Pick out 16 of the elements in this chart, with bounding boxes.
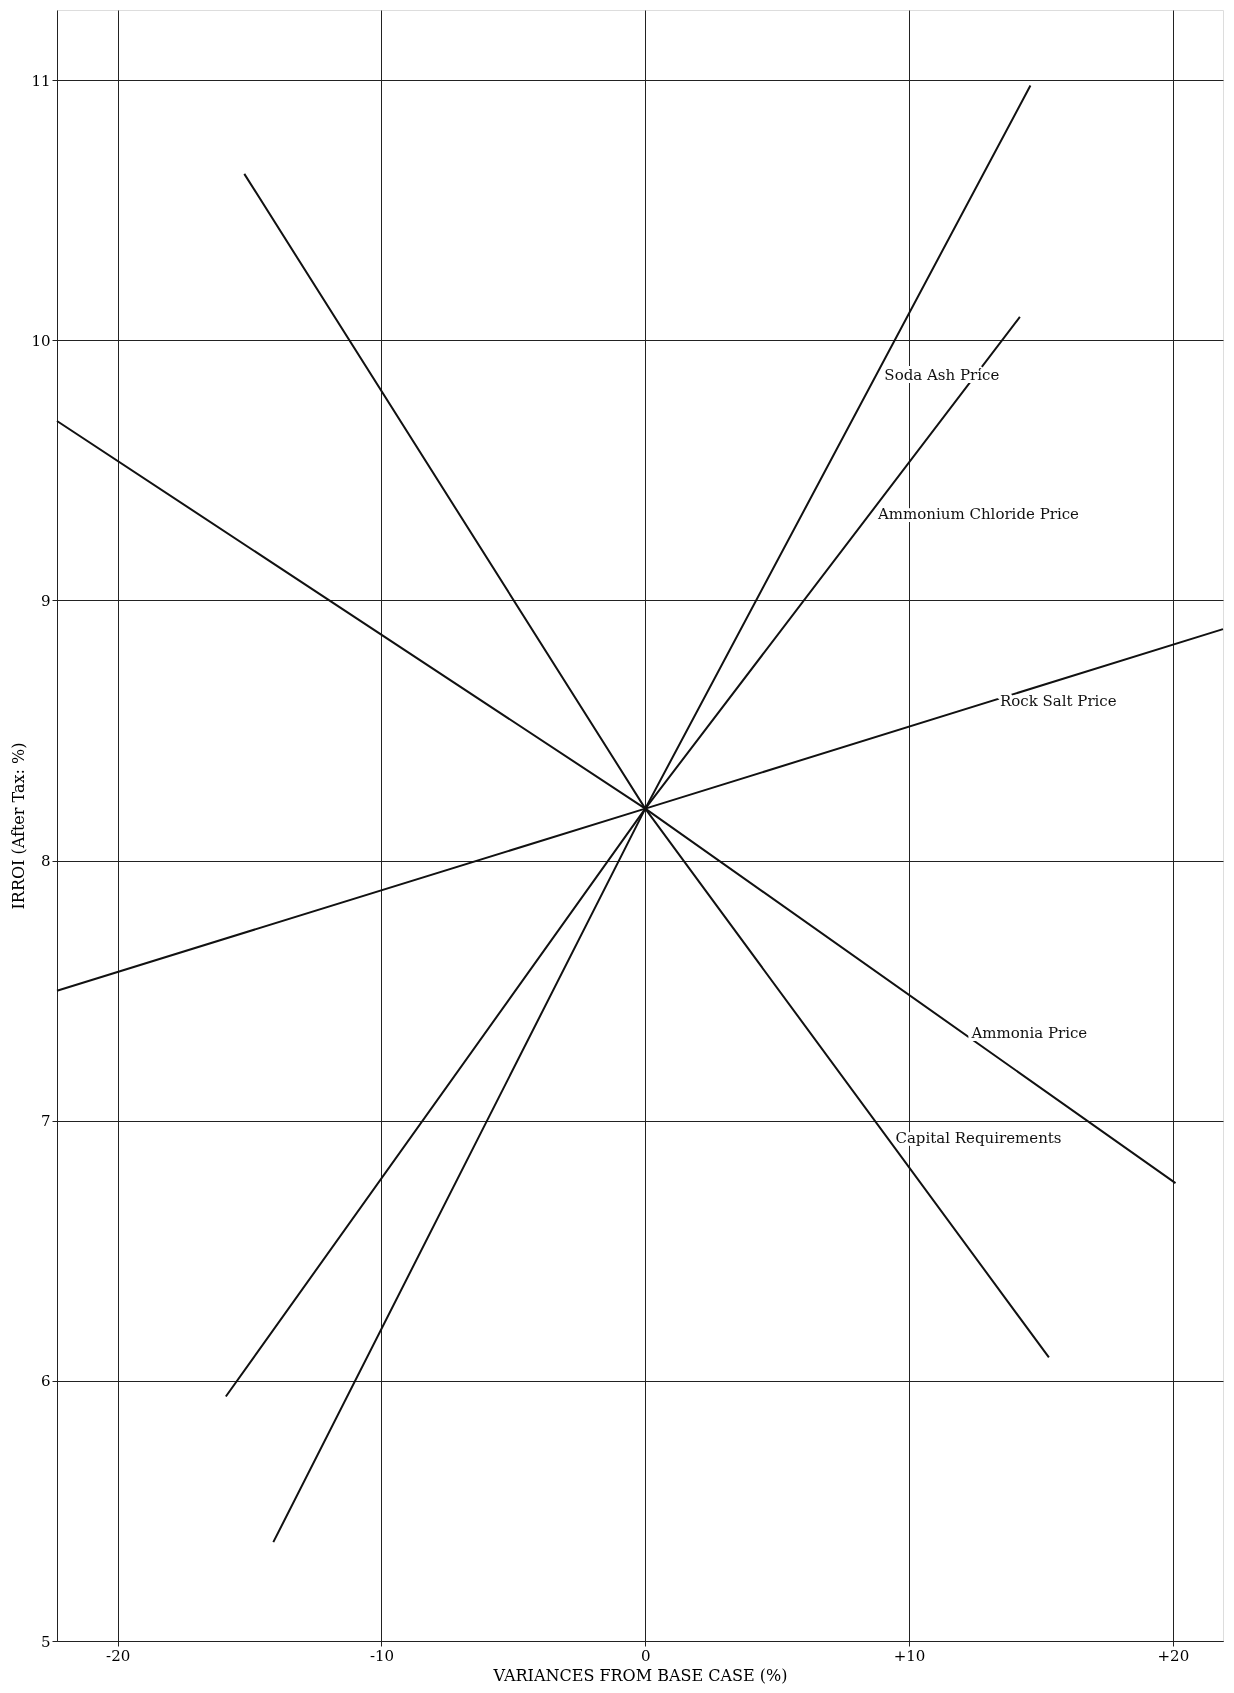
x-tick-label: -10 <box>369 1646 395 1665</box>
y-tick-label: 10 <box>31 331 51 350</box>
y-tick-label: 6 <box>40 1372 51 1391</box>
y-tick-label: 9 <box>40 591 51 610</box>
x-tick-label: +10 <box>893 1646 926 1665</box>
x-tick-label: -20 <box>106 1646 131 1665</box>
x-tick-label: +20 <box>1157 1646 1190 1665</box>
y-tick-label: 5 <box>40 1632 51 1651</box>
y-axis-title: IRROI (After Tax: %) <box>9 742 29 910</box>
x-axis-title: VARIANCES FROM BASE CASE (%) <box>492 1665 788 1685</box>
y-tick-label: 8 <box>40 852 51 871</box>
series-label: Ammonia Price <box>970 1024 1088 1043</box>
y-tick-label: 11 <box>31 71 51 90</box>
y-tick-label: 7 <box>40 1112 51 1131</box>
x-tick-label: 0 <box>641 1646 651 1665</box>
series-label: Rock Salt Price <box>999 691 1117 710</box>
